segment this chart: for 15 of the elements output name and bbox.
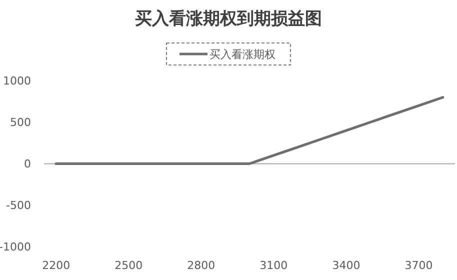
chart-title: 买入看涨期权到期损益图 xyxy=(135,9,322,29)
x-tick-label: 2800 xyxy=(187,259,216,272)
y-tick-label: -500 xyxy=(6,199,31,212)
y-tick-label: 0 xyxy=(24,158,31,171)
x-tick-label: 3700 xyxy=(404,259,433,272)
legend-label: 买入看涨期权 xyxy=(210,48,276,61)
x-tick-label: 2200 xyxy=(42,259,70,272)
y-tick-label: 1000 xyxy=(3,74,31,88)
legend: 买入看涨期权 xyxy=(166,42,291,66)
y-tick-label: 500 xyxy=(10,116,31,130)
x-tick-label: 3100 xyxy=(260,259,288,272)
x-tick-label: 2500 xyxy=(114,259,143,272)
y-tick-label: -1000 xyxy=(0,240,31,254)
line-series xyxy=(54,96,444,165)
x-tick-label: 3400 xyxy=(332,259,360,272)
